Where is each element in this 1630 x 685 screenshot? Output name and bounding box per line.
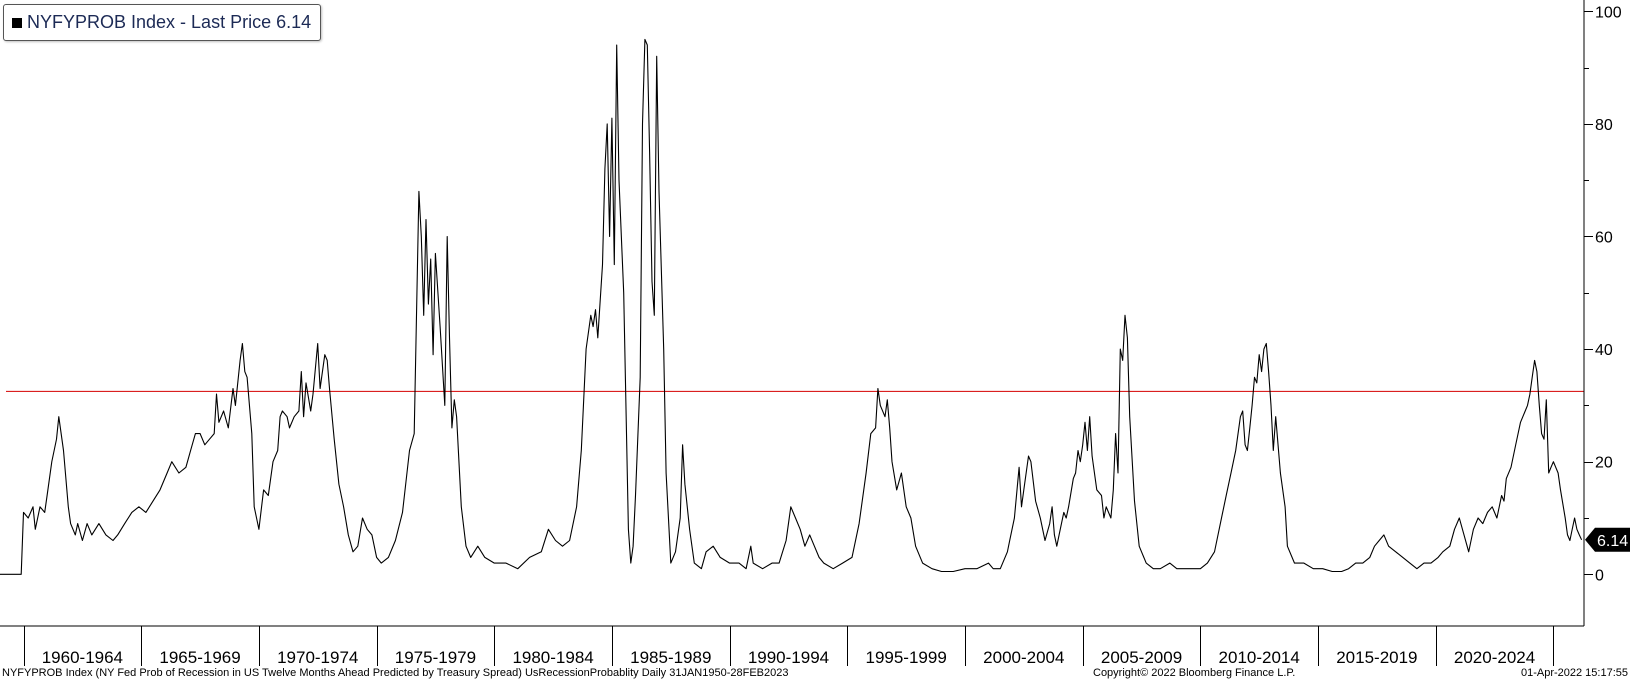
x-tick-label: 1990-1994 <box>748 648 829 667</box>
y-tick-label: 80 <box>1595 117 1613 134</box>
y-axis-ticks: 0 20 40 60 80 100 <box>1584 4 1622 584</box>
last-price-label: 6.14 <box>1597 533 1628 550</box>
series-line-1 <box>0 38 1583 575</box>
x-tick-label: 2015-2019 <box>1336 648 1417 667</box>
axes-layer <box>0 0 1585 627</box>
legend-box: NYFYPROB Index - Last Price 6.14 <box>3 4 322 41</box>
x-tick-label: 1965-1969 <box>159 648 240 667</box>
y-tick-label: 0 <box>1595 567 1604 584</box>
footer-description: NYFYPROB Index (NY Fed Prob of Recession… <box>2 667 789 679</box>
x-tick-label: 1975-1979 <box>395 648 476 667</box>
last-price-marker <box>1585 527 1630 552</box>
x-tick-label: 2010-2014 <box>1219 648 1300 667</box>
x-tick-label: 2000-2004 <box>983 648 1064 667</box>
last-price-layer: 6.14 <box>1585 527 1630 552</box>
x-tick-label: 1960-1964 <box>42 648 123 667</box>
y-tick-label: 100 <box>1595 4 1622 21</box>
y-tick-label: 60 <box>1595 229 1613 246</box>
x-tick-label: 1970-1974 <box>277 648 358 667</box>
x-tick-label: 2020-2024 <box>1454 648 1535 667</box>
x-tick-label: 1980-1984 <box>512 648 593 667</box>
footer-copyright: Copyright© 2022 Bloomberg Finance L.P. <box>1093 667 1296 679</box>
legend-label: NYFYPROB Index - Last Price 6.14 <box>27 12 312 32</box>
series-layer <box>0 38 1583 575</box>
y-tick-label: 40 <box>1595 342 1613 359</box>
footer-timestamp: 01-Apr-2022 15:17:55 <box>1520 667 1628 679</box>
x-tick-label: 1995-1999 <box>865 648 946 667</box>
x-tick-label: 2005-2009 <box>1101 648 1182 667</box>
legend-swatch <box>12 17 22 28</box>
y-tick-label: 20 <box>1595 455 1613 472</box>
x-tick-label: 1985-1989 <box>630 648 711 667</box>
x-axis-ticks: 1960-1964 1965-1969 1970-1974 1975-1979 1980… <box>24 626 1554 667</box>
